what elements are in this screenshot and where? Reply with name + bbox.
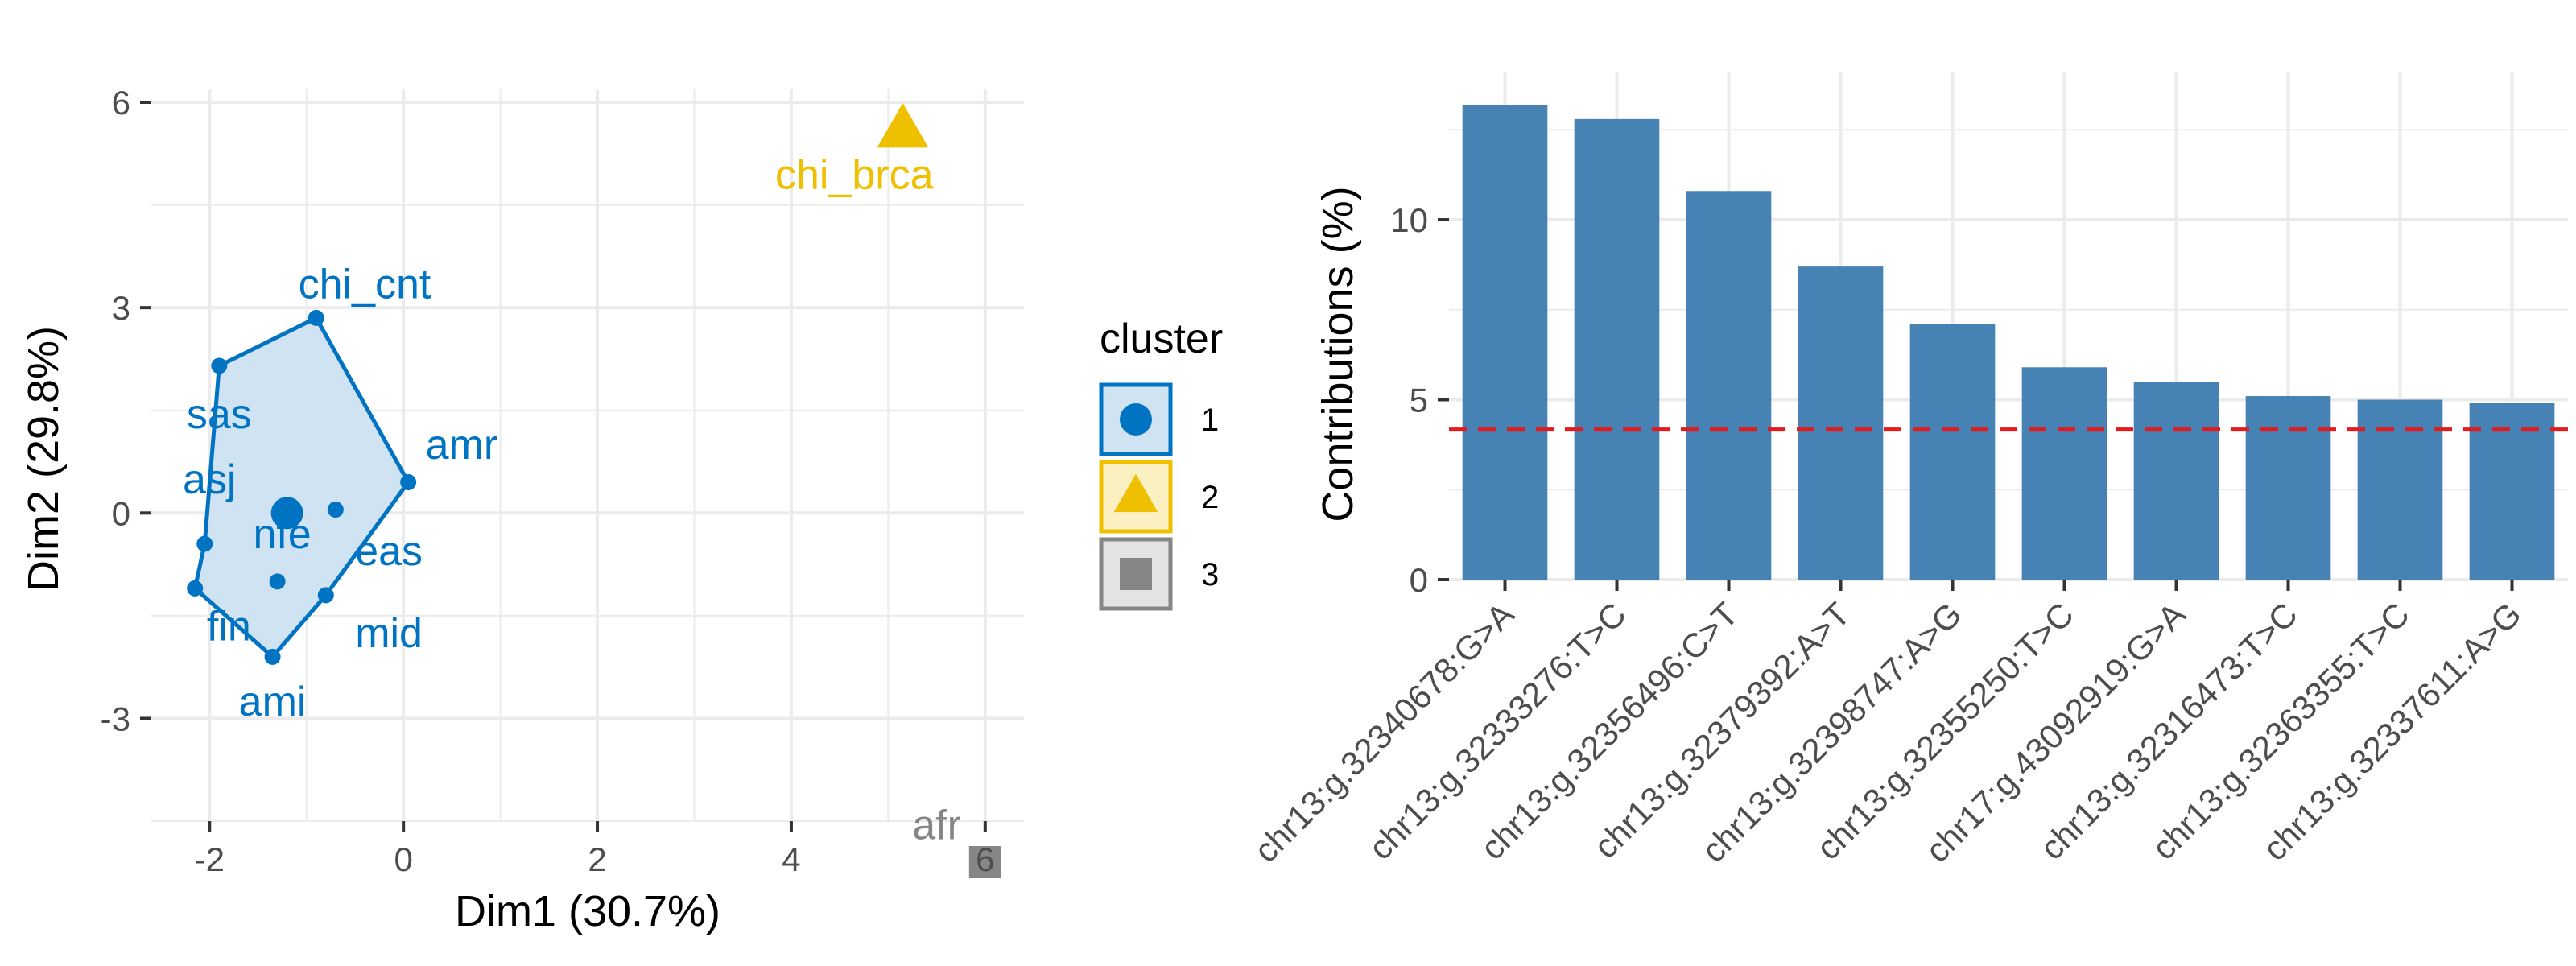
bar-chr13:g.32316473:T>C: [2245, 396, 2331, 580]
bar-chr13:g.32355250:T>C: [2021, 367, 2107, 580]
legend-label-3: 3: [1201, 557, 1219, 592]
point-fin: [187, 580, 204, 597]
bar-chr13:g.32337611:A>G: [2469, 402, 2555, 580]
cluster-hull-group: [192, 316, 411, 659]
point-label-chi_brca: chi_brca: [775, 151, 934, 198]
point-amr: [400, 474, 417, 491]
bar-chart-x-axis: chr13:g.32340678:G>Achr13:g.32333276:T>C…: [1247, 580, 2529, 869]
y-tick-label: -3: [101, 700, 130, 737]
x-tick-label: 4: [782, 840, 800, 878]
y-tick-label: 3: [112, 289, 130, 327]
legend-symbol-1: [1120, 403, 1152, 436]
cluster-1-hull: [192, 316, 411, 659]
point-afr: [968, 846, 1001, 879]
point-label-asj: asj: [183, 456, 236, 503]
x-tick-label: 0: [394, 840, 412, 878]
bar-chart-bars: [1462, 105, 2555, 580]
contributions-bar-panel: chr13:g.32340678:G>Achr13:g.32333276:T>C…: [1247, 72, 2568, 869]
cluster-points-group: [187, 103, 1001, 879]
cluster-plot-x-axis: -2 0 2 4 6: [195, 821, 995, 878]
y-tick-label: 6: [112, 84, 130, 122]
bar-chr13:g.32333276:T>C: [1574, 118, 1660, 580]
point-chi_cnt: [308, 309, 324, 326]
y-tick-label: 10: [1390, 201, 1428, 239]
cluster-plot-x-title: Dim1 (30.7%): [455, 887, 720, 935]
legend-symbol-3: [1120, 558, 1152, 590]
point-label-eas: eas: [355, 528, 423, 575]
point-mid: [317, 587, 334, 604]
point-nfe: [269, 573, 286, 590]
x-tick-label: 6: [976, 840, 994, 878]
centroid-cluster-1: [270, 497, 303, 530]
legend-label-2: 2: [1201, 480, 1219, 515]
point-label-chi_cnt: chi_cnt: [299, 261, 431, 308]
bar-chr13:g.32356496:C>T: [1686, 191, 1772, 580]
point-label-mid: mid: [355, 610, 423, 657]
legend-entries: 1 2 3: [1099, 382, 1219, 611]
x-tick-label: 2: [588, 840, 606, 878]
legend-key-2: [1099, 460, 1173, 534]
point-asj: [196, 535, 213, 552]
y-tick-label: 5: [1410, 382, 1428, 419]
point-label-amr: amr: [426, 422, 498, 469]
point-ami: [264, 648, 281, 665]
cluster-plot-y-axis: -3 0 3 6: [101, 84, 151, 737]
point-label-afr: afr: [912, 802, 961, 848]
point-label-nfe: nfe: [253, 511, 311, 558]
point-label-ami: ami: [239, 679, 307, 725]
point-label-sas: sas: [187, 391, 252, 438]
legend-symbol-2: [1113, 473, 1158, 513]
bar-chart-y-title: Contributions (%): [1314, 186, 1362, 522]
bar-chr13:g.32379392:A>T: [1798, 266, 1884, 580]
y-tick-label: 0: [112, 494, 130, 532]
legend-label-1: 1: [1201, 402, 1219, 438]
point-label-fin: fin: [207, 604, 251, 650]
cluster-legend: cluster 1 2 3: [1099, 316, 1223, 611]
bar-chr13:g.32340678:G>A: [1462, 105, 1548, 580]
point-sas: [211, 357, 228, 374]
bar-chr13:g.32363355:T>C: [2357, 399, 2443, 580]
cluster-plot-y-title: Dim2 (29.8%): [19, 326, 68, 592]
bar-chr13:g.32398747:A>G: [1909, 324, 1996, 580]
legend-title: cluster: [1100, 316, 1223, 362]
bar-chart-y-axis: 0 5 10: [1390, 201, 1449, 599]
y-tick-label: 0: [1410, 561, 1428, 599]
x-tick-label: -2: [195, 840, 225, 878]
point-eas: [327, 502, 344, 518]
bar-chr17:g.43092919:G>A: [2133, 382, 2219, 580]
point-chi_brca: [877, 103, 929, 148]
